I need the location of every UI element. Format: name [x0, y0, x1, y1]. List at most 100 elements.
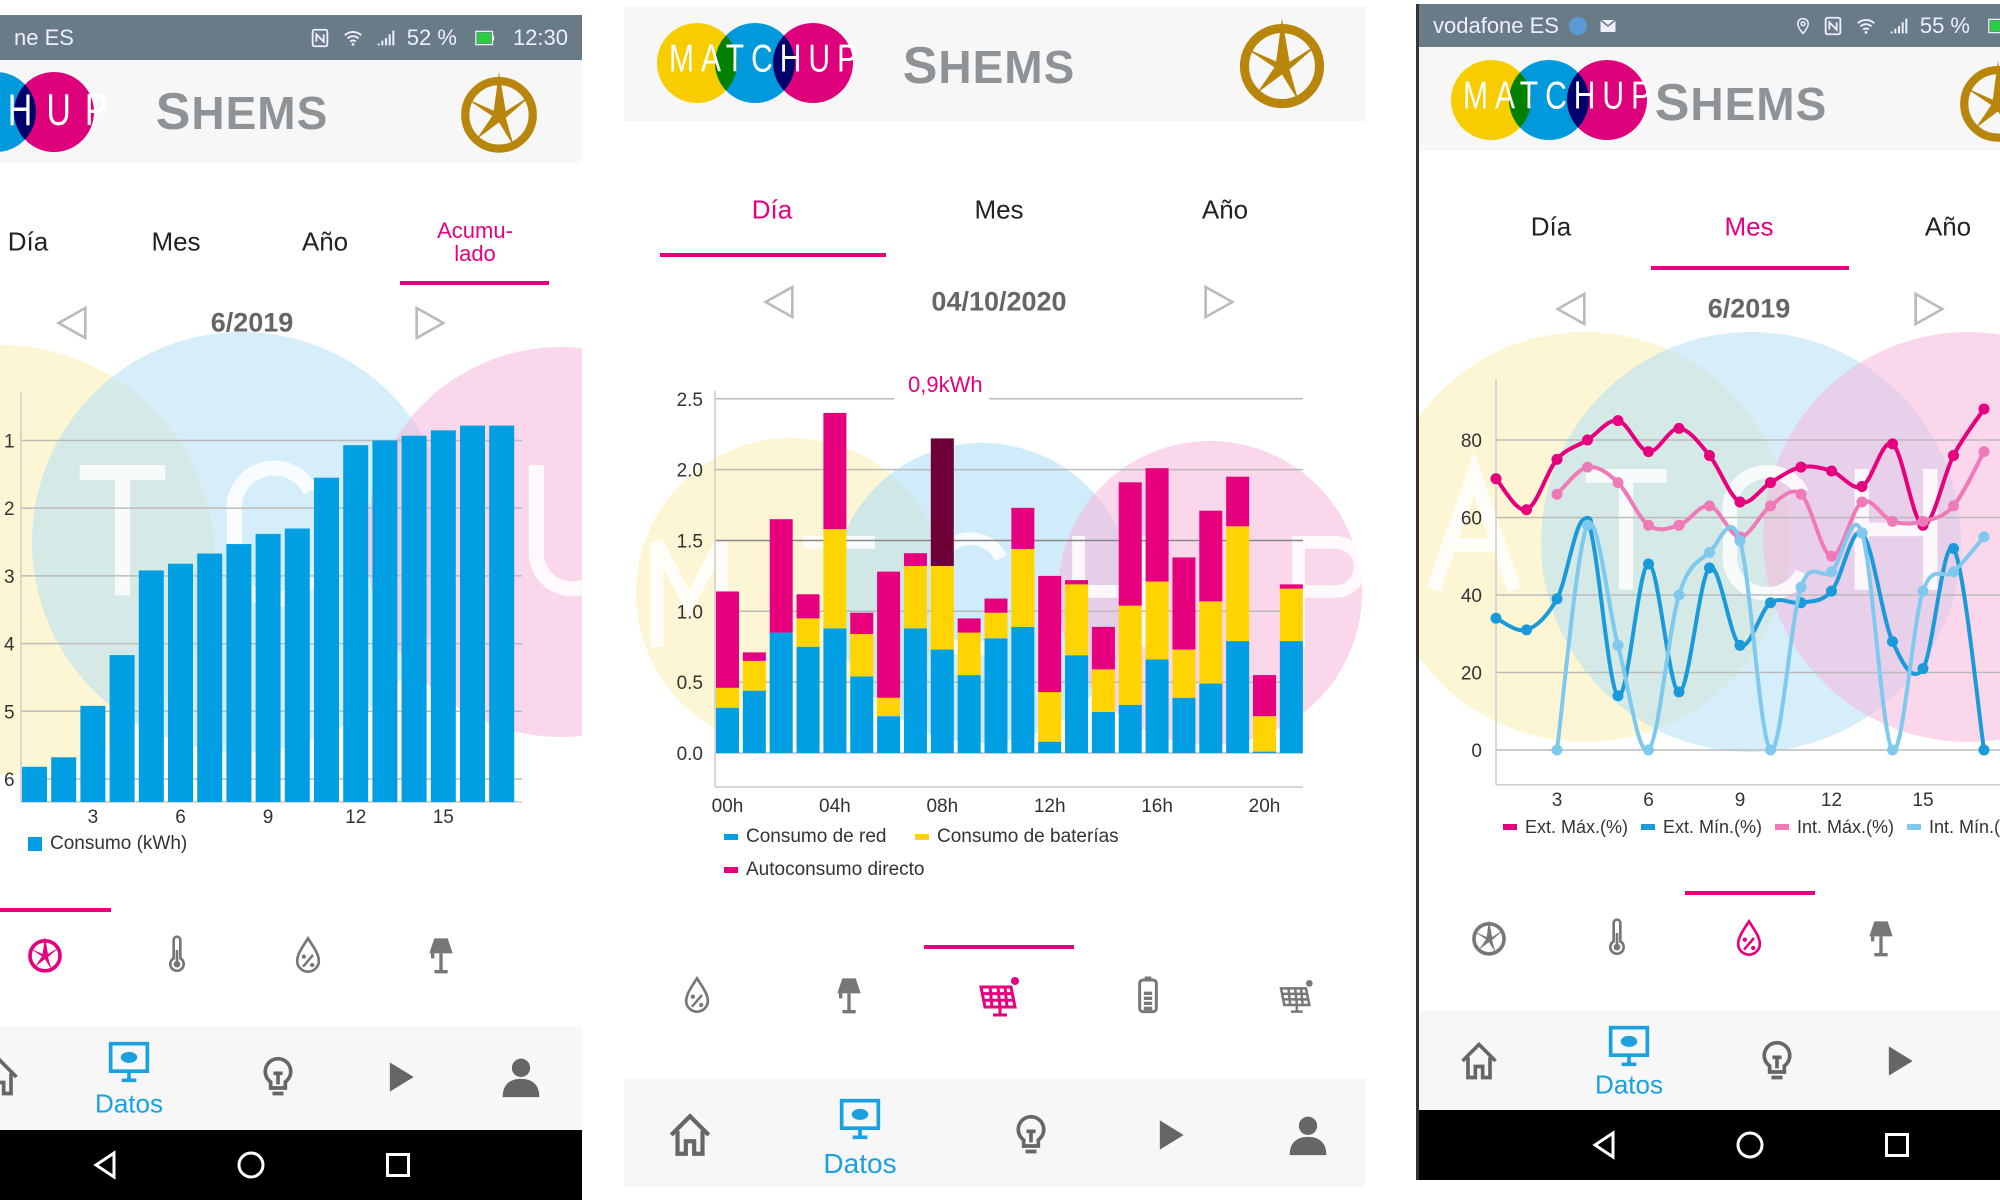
y-tick-label: 60 — [1461, 509, 1482, 530]
tab-mes[interactable]: Mes — [974, 194, 1024, 225]
bar-segment-consumo-de-bater-as — [1199, 601, 1223, 684]
previous-arrow-icon[interactable] — [1551, 289, 1591, 329]
solar-panel-small-icon[interactable] — [1276, 975, 1316, 1015]
battery-icon[interactable] — [1128, 975, 1168, 1015]
tab-mes[interactable]: Mes — [1724, 211, 1774, 242]
bar — [197, 553, 223, 802]
tab-ano[interactable]: Año — [301, 226, 349, 257]
data-point-int-m-n- — [1856, 527, 1868, 539]
legend-label: Int. Mín.(%) — [1929, 817, 2000, 837]
home-icon[interactable] — [1457, 1039, 1501, 1083]
play-icon[interactable] — [377, 1055, 421, 1099]
bar — [430, 430, 456, 802]
humidity-drop-icon[interactable] — [288, 935, 328, 975]
app-header: MATCHUP SHEMS — [0, 60, 582, 163]
next-arrow-icon[interactable] — [1909, 289, 1949, 329]
chart-legend-item: Autoconsumo directo — [724, 859, 925, 881]
data-point-ext-m-x- — [1795, 461, 1807, 473]
bulb-icon[interactable] — [1009, 1113, 1053, 1157]
legend-label: Autoconsumo directo — [746, 859, 925, 880]
data-point-int-m-x- — [1612, 477, 1624, 489]
android-home-icon[interactable] — [233, 1147, 269, 1183]
humidity-drop-icon[interactable] — [1729, 918, 1769, 958]
android-recents-icon[interactable] — [1879, 1127, 1915, 1163]
y-tick-label: 1 — [4, 431, 15, 452]
y-tick-label: 0 — [1471, 741, 1482, 762]
android-back-icon[interactable] — [1586, 1127, 1622, 1163]
data-point-ext-m-n- — [1704, 562, 1715, 574]
data-monitor-icon[interactable] — [107, 1040, 151, 1084]
next-arrow-icon[interactable] — [410, 303, 450, 343]
play-icon[interactable] — [1876, 1039, 1920, 1083]
data-point-int-m-x- — [1673, 519, 1685, 531]
clock: 12:30 — [512, 24, 568, 50]
data-monitor-icon[interactable] — [838, 1097, 882, 1141]
watermark-letter — [1721, 465, 1811, 601]
tab-mes[interactable]: Mes — [151, 226, 201, 257]
thermometer-icon[interactable] — [157, 935, 197, 975]
bar-segment-consumo-de-bater-as — [1279, 588, 1303, 642]
android-recents-icon[interactable] — [380, 1147, 416, 1183]
bar — [51, 757, 77, 802]
active-tab-indicator — [1651, 266, 1849, 270]
previous-arrow-icon[interactable] — [52, 303, 92, 343]
bar-segment-consumo-de-bater-as — [1011, 548, 1035, 627]
data-point-ext-m-x- — [1734, 496, 1746, 508]
user-icon[interactable] — [1286, 1113, 1330, 1157]
bar-segment-autoconsumo-directo — [1172, 557, 1196, 650]
emblem-category-icon[interactable] — [25, 935, 65, 975]
nfc-icon — [1822, 15, 1844, 37]
data-point-int-m-x- — [1917, 515, 1929, 527]
date-label: 6/2019 — [210, 307, 294, 338]
bulb-icon[interactable] — [1755, 1039, 1799, 1083]
solar-panel-icon[interactable] — [975, 971, 1023, 1019]
chart-legend-item: Consumo de red — [724, 826, 886, 848]
nav-datos-label[interactable]: Datos — [1595, 1069, 1663, 1100]
nav-datos-label[interactable]: Datos — [823, 1148, 897, 1179]
data-point-ext-m-n- — [1978, 744, 1990, 756]
tab-ano[interactable]: Año — [1201, 194, 1249, 225]
emblem-logo-icon — [1232, 14, 1332, 114]
nav-datos-label[interactable]: Datos — [95, 1088, 163, 1119]
thermometer-icon[interactable] — [1597, 918, 1637, 958]
emblem-category-icon[interactable] — [1469, 918, 1509, 958]
home-icon[interactable] — [665, 1110, 715, 1160]
user-icon[interactable] — [499, 1055, 543, 1099]
bar-segment-consumo-de-red — [1065, 655, 1089, 753]
lamp-icon[interactable] — [1861, 918, 1901, 958]
mail-icon — [1597, 17, 1619, 35]
bar-segment-autoconsumo-directo — [769, 519, 793, 633]
data-point-ext-m-n- — [1887, 636, 1898, 647]
bar-segment-consumo-de-bater-as — [1065, 584, 1089, 656]
previous-arrow-icon[interactable] — [759, 282, 799, 322]
tab-dia[interactable]: Día — [751, 194, 793, 225]
bar-segment-consumo-de-red — [957, 675, 981, 753]
app-title: SHEMS — [1654, 74, 1828, 132]
data-point-int-m-x- — [1795, 488, 1807, 500]
watermark-letter — [1426, 451, 1522, 594]
lamp-icon[interactable] — [829, 975, 869, 1015]
bar-segment-consumo-de-bater-as — [877, 697, 901, 717]
lamp-icon[interactable] — [421, 935, 461, 975]
legend-swatch — [28, 837, 42, 851]
y-tick-label: 40 — [1461, 586, 1482, 607]
data-monitor-icon[interactable] — [1607, 1024, 1651, 1068]
status-bar: ne ES 52 % 12:30 — [0, 15, 582, 60]
data-point-int-m-n- — [1765, 744, 1776, 756]
play-icon[interactable] — [1147, 1113, 1191, 1157]
bulb-icon[interactable] — [256, 1055, 300, 1099]
next-arrow-icon[interactable] — [1199, 282, 1239, 322]
tab-ano[interactable]: Año — [1924, 211, 1972, 242]
y-tick-label: 6 — [4, 770, 15, 791]
bar-segment-consumo-de-red — [742, 690, 766, 753]
android-back-icon[interactable] — [87, 1147, 123, 1183]
home-icon[interactable] — [0, 1055, 22, 1099]
bar-segment-autoconsumo-directo — [1118, 482, 1142, 606]
tab-dia[interactable]: Día — [1530, 211, 1572, 242]
tab-dia[interactable]: Día — [7, 226, 49, 257]
bar-segment-autoconsumo-directo — [1253, 675, 1276, 717]
bar — [401, 435, 427, 802]
humidity-drop-icon[interactable] — [677, 975, 717, 1015]
android-home-icon[interactable] — [1732, 1127, 1768, 1163]
tab-acumulado[interactable]: Acumu- lado — [437, 217, 513, 266]
